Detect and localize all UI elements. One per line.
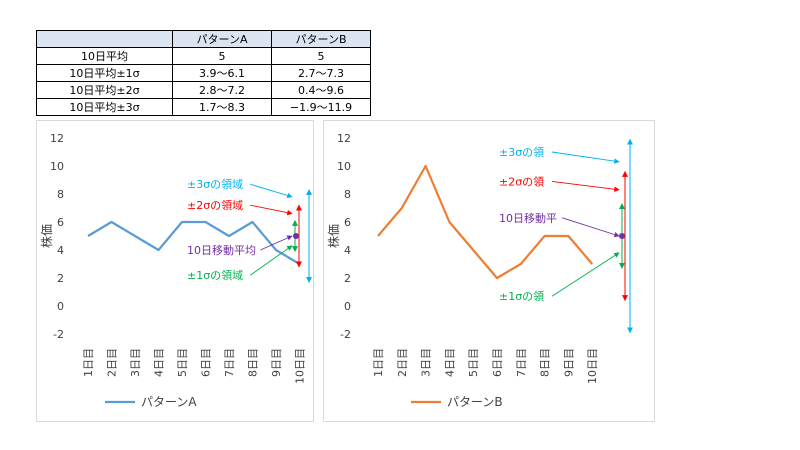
annotation-label: 10日移動平 [499,211,557,225]
moving-average-point [619,233,625,239]
x-tick-label: 10日目 [294,348,307,384]
annotation-label: ±1σの領域 [187,268,243,282]
y-axis-label: 株価 [326,224,341,248]
stats-table-row: 10日平均±1σ 3.9〜6.1 2.7〜7.3 [36,64,371,82]
y-axis-label: 株価 [39,224,54,248]
x-tick-label: 4日目 [153,348,166,377]
x-tick-label: 1日目 [82,348,95,377]
stats-row-label: 10日平均 [36,47,173,65]
y-tick-label: 4 [57,244,64,257]
annotation-arrow [551,180,620,192]
x-tick-label: 2日目 [106,348,119,377]
x-tick-label: 3日目 [129,348,142,377]
y-tick-label: 10 [337,160,351,173]
stats-table-row: 10日平均 5 5 [36,47,371,65]
stats-cell-a: 5 [172,47,272,65]
stats-row-label: 10日平均±3σ [36,98,173,116]
x-tick-label: 6日目 [491,348,504,377]
stats-table-header-row: パターンA パターンB [36,30,371,48]
x-tick-label: 5日目 [467,348,480,377]
annotation-label: ±2σの領 [499,174,544,188]
stats-cell-b: 2.7〜7.3 [271,64,371,82]
stats-row-label: 10日平均±2σ [36,81,173,99]
stats-cell-a: 3.9〜6.1 [172,64,272,82]
stats-row-label: 10日平均±1σ [36,64,173,82]
annotation-arrow [249,245,293,276]
legend-label: パターンA [141,395,197,409]
chart-pattern-b-svg: 12 10 8 6 4 2 0 -2 株価 1日目 2日目 3日目 4日目 5日目 6日目 7日目 8日目 9日目… [326,132,633,409]
legend-label: パターンB [447,395,503,409]
y-tick-label: 0 [344,300,351,313]
moving-average-point [293,233,299,239]
y-tick-label: 12 [337,132,351,145]
chart-pattern-a: 12 10 8 6 4 2 0 -2 株価 1日目 2日目 3日目 4日目 5日目 6日目 7日目 8日目 9日目… [36,120,314,422]
x-tick-label: 2日目 [396,348,409,377]
annotation-label: 10日移動平均 [187,243,256,257]
stats-header-pattern-a: パターンA [172,30,272,48]
stats-cell-b: 0.4〜9.6 [271,81,371,99]
annotation-arrow [260,235,293,251]
x-tick-label: 7日目 [223,348,236,377]
annotation-label: ±1σの領 [499,289,544,303]
chart-pattern-b: 12 10 8 6 4 2 0 -2 株価 1日目 2日目 3日目 4日目 5日目 6日目 7日目 8日目 9日目… [323,120,655,422]
x-tick-label: 8日目 [539,348,552,377]
x-tick-label: 1日目 [372,348,385,377]
stats-cell-b: −1.9〜11.9 [271,98,371,116]
y-tick-label: 12 [50,132,64,145]
x-tick-label: 3日目 [420,348,433,377]
x-tick-label: 7日目 [515,348,528,377]
stats-table-row: 10日平均±2σ 2.8〜7.2 0.4〜9.6 [36,81,371,99]
series-line [377,164,594,280]
y-tick-label: 6 [57,216,64,229]
y-tick-label: 10 [50,160,64,173]
y-tick-label: 2 [57,272,64,285]
series-line [87,220,301,265]
stats-cell-a: 2.8〜7.2 [172,81,272,99]
x-tick-label: 9日目 [270,348,283,377]
x-tick-label: 4日目 [443,348,456,377]
annotation-label: ±3σの領域 [187,177,243,191]
y-tick-label: 8 [344,188,351,201]
y-tick-label: -2 [340,328,351,341]
x-tick-label: 9日目 [562,348,575,377]
x-tick-label: 10日目 [586,348,599,384]
stats-cell-a: 1.7〜8.3 [172,98,272,116]
annotation-arrow [562,217,620,238]
x-tick-label: 8日目 [247,348,260,377]
stats-table: パターンA パターンB 10日平均 5 5 10日平均±1σ 3.9〜6.1 2… [36,30,371,116]
annotation-arrow [551,252,620,297]
y-tick-label: 0 [57,300,64,313]
y-tick-label: 8 [57,188,64,201]
annotation-label: ±3σの領 [499,145,544,159]
stats-header-corner [36,30,173,48]
stats-header-pattern-b: パターンB [271,30,371,48]
y-tick-label: 6 [344,216,351,229]
y-tick-label: 4 [344,244,351,257]
annotation-arrow [250,183,293,199]
y-tick-label: 2 [344,272,351,285]
annotation-arrow [551,151,620,164]
chart-pattern-a-svg: 12 10 8 6 4 2 0 -2 株価 1日目 2日目 3日目 4日目 5日目 6日目 7日目 8日目 9日目… [39,132,312,409]
annotation-label: ±2σの領域 [187,198,243,212]
x-tick-label: 6日目 [200,348,213,377]
stats-table-row: 10日平均±3σ 1.7〜8.3 −1.9〜11.9 [36,98,371,116]
annotation-arrow [250,204,293,216]
y-tick-label: -2 [53,328,64,341]
stats-cell-b: 5 [271,47,371,65]
x-tick-label: 5日目 [176,348,189,377]
